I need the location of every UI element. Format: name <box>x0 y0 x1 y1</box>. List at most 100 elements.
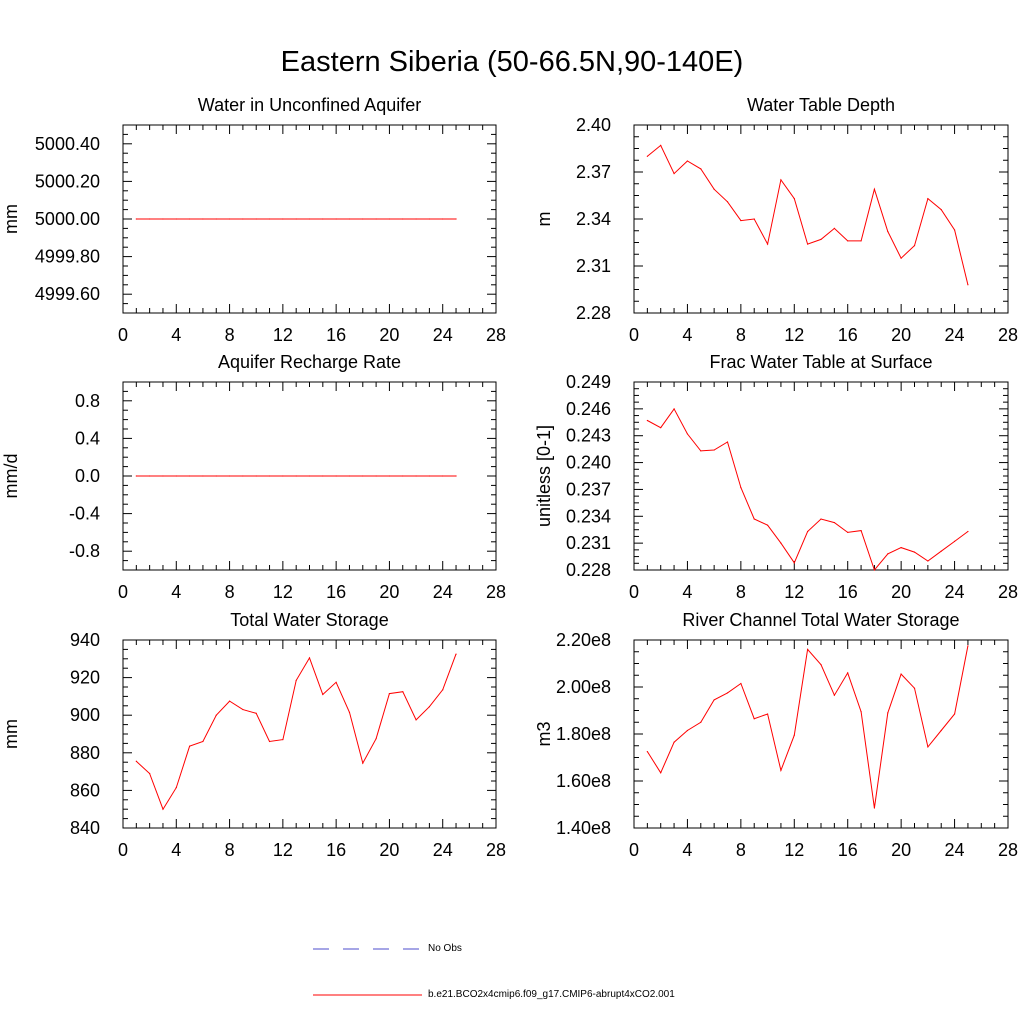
y-axis-label: mm <box>1 204 21 234</box>
y-tick-label: 0.234 <box>566 506 611 526</box>
data-point <box>442 475 444 477</box>
panel-title: Aquifer Recharge Rate <box>218 352 401 372</box>
data-point <box>255 475 257 477</box>
data-point <box>322 693 324 696</box>
data-point <box>308 475 311 477</box>
y-tick-label: 900 <box>70 705 100 725</box>
data-point <box>335 475 337 477</box>
x-tick-label: 4 <box>682 840 692 860</box>
data-point <box>242 708 244 711</box>
x-tick-label: 8 <box>225 840 235 860</box>
data-point <box>900 673 902 675</box>
data-point <box>295 475 297 477</box>
data-point <box>953 540 956 542</box>
x-tick-label: 28 <box>486 325 506 345</box>
data-point <box>686 160 689 162</box>
data-point <box>295 679 297 682</box>
x-tick-label: 28 <box>486 840 506 860</box>
data-point <box>348 711 351 713</box>
panel-1: Water in Unconfined Aquifer mm 0 4 8 12 16 20 24… <box>1 95 506 345</box>
y-tick-label: 0.4 <box>75 428 100 448</box>
y-tick-label: 1.80e8 <box>556 724 611 744</box>
x-tick-label: 0 <box>629 325 639 345</box>
x-tick-label: 20 <box>891 582 911 602</box>
data-point <box>700 721 702 723</box>
legend-model-label: b.e21.BCO2x4cmip6.f09_g17.CMIP6-abrupt4x… <box>428 989 675 1000</box>
legend-obs-label: No Obs <box>428 943 462 954</box>
y-tick-label: 5000.00 <box>35 209 100 229</box>
y-tick-label: 0.228 <box>566 560 611 580</box>
x-tick-label: 16 <box>838 840 858 860</box>
data-point <box>268 218 271 220</box>
data-point <box>282 739 284 741</box>
data-point <box>189 218 191 220</box>
data-point <box>202 475 204 477</box>
data-point <box>967 284 969 286</box>
x-tick-label: 8 <box>736 325 746 345</box>
data-point <box>940 550 942 552</box>
data-point <box>282 475 284 477</box>
y-tick-label: 0.249 <box>566 372 611 392</box>
data-point <box>660 772 662 774</box>
data-point <box>455 653 457 655</box>
x-tick-label: 4 <box>171 840 181 860</box>
x-tick-label: 8 <box>736 582 746 602</box>
y-tick-label: 5000.40 <box>35 134 100 154</box>
x-tick-label: 16 <box>326 325 346 345</box>
panel-5: Total Water Storage mm 0 4 8 12 16 20 24 28 840 860… <box>1 610 506 860</box>
y-axis-label: unitless [0-1] <box>534 425 554 527</box>
data-point <box>887 230 889 233</box>
data-point <box>753 218 755 220</box>
data-point <box>162 808 164 810</box>
x-tick-label: 28 <box>998 325 1018 345</box>
data-point <box>135 218 137 220</box>
data-point <box>175 475 177 477</box>
y-tick-label: 940 <box>70 630 100 650</box>
data-point <box>268 740 271 743</box>
data-point <box>873 807 876 809</box>
data-point <box>780 542 782 544</box>
data-point <box>726 201 729 203</box>
data-point <box>215 714 217 716</box>
data-point <box>766 243 769 245</box>
data-point <box>887 712 889 714</box>
data-point <box>215 475 217 477</box>
data-point <box>202 740 204 743</box>
data-point <box>428 706 430 708</box>
data-point <box>873 188 876 190</box>
data-point <box>766 524 769 526</box>
data-point <box>807 243 809 245</box>
panel-4: Frac Water Table at Surface unitless [0-1… <box>534 352 1018 602</box>
y-tick-label: 2.20e8 <box>556 630 611 650</box>
data-point <box>860 711 862 713</box>
x-tick-label: 24 <box>945 840 965 860</box>
data-point <box>415 218 417 220</box>
y-tick-label: -0.8 <box>69 541 100 561</box>
data-point <box>415 719 417 721</box>
y-tick-label: 0.231 <box>566 533 611 553</box>
data-point <box>740 682 742 685</box>
data-point <box>135 760 137 762</box>
y-tick-label: 0.240 <box>566 453 611 473</box>
data-point <box>362 475 364 477</box>
data-point <box>833 694 835 696</box>
data-point <box>402 218 404 220</box>
y-tick-label: 1.40e8 <box>556 818 611 838</box>
data-point <box>149 772 151 775</box>
data-point <box>242 475 244 477</box>
data-point <box>753 718 755 720</box>
y-tick-label: 2.40 <box>576 115 611 135</box>
x-tick-label: 12 <box>273 325 293 345</box>
data-point <box>335 681 337 683</box>
data-point <box>442 218 444 220</box>
data-point <box>242 218 244 220</box>
data-point <box>820 518 822 520</box>
x-tick-label: 4 <box>682 325 692 345</box>
panel-6: River Channel Total Water Storage m3 0 4 8 12… <box>534 610 1018 860</box>
data-point <box>348 218 351 220</box>
data-point <box>713 188 715 190</box>
panel-title: Water Table Depth <box>747 95 895 115</box>
y-tick-label: 840 <box>70 818 100 838</box>
